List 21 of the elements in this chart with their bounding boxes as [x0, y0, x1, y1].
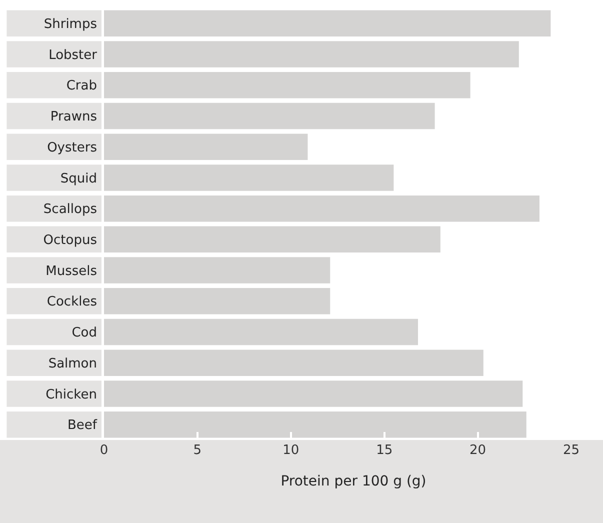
- y-tick-label: Prawns: [50, 110, 98, 125]
- y-tick-label: Cod: [72, 326, 97, 341]
- y-tick-label: Scallops: [43, 202, 98, 218]
- y-tick-label: Mussels: [46, 264, 98, 279]
- x-tick-label: 10: [282, 443, 300, 458]
- y-tick-label: Beef: [68, 418, 98, 434]
- x-tick-label: 15: [376, 443, 393, 458]
- x-tick-label: 20: [470, 443, 486, 458]
- y-tick-label: Lobster: [48, 48, 98, 63]
- x-axis-title: Protein per 100 g (g): [280, 473, 426, 490]
- y-tick-label: Octopus: [43, 232, 98, 248]
- y-tick-label: Squid: [60, 171, 97, 186]
- x-tick-label: 25: [562, 443, 580, 458]
- y-tick-label: Crab: [66, 78, 97, 94]
- y-tick-label: Shrimps: [44, 16, 98, 32]
- y-tick-label: Salmon: [48, 356, 97, 372]
- x-tick-label: 5: [193, 443, 202, 458]
- y-tick-label: Chicken: [46, 387, 97, 402]
- x-tick-label: 0: [100, 443, 108, 458]
- y-tick-label: Cockles: [46, 294, 98, 310]
- y-tick-label: Oysters: [47, 140, 98, 156]
